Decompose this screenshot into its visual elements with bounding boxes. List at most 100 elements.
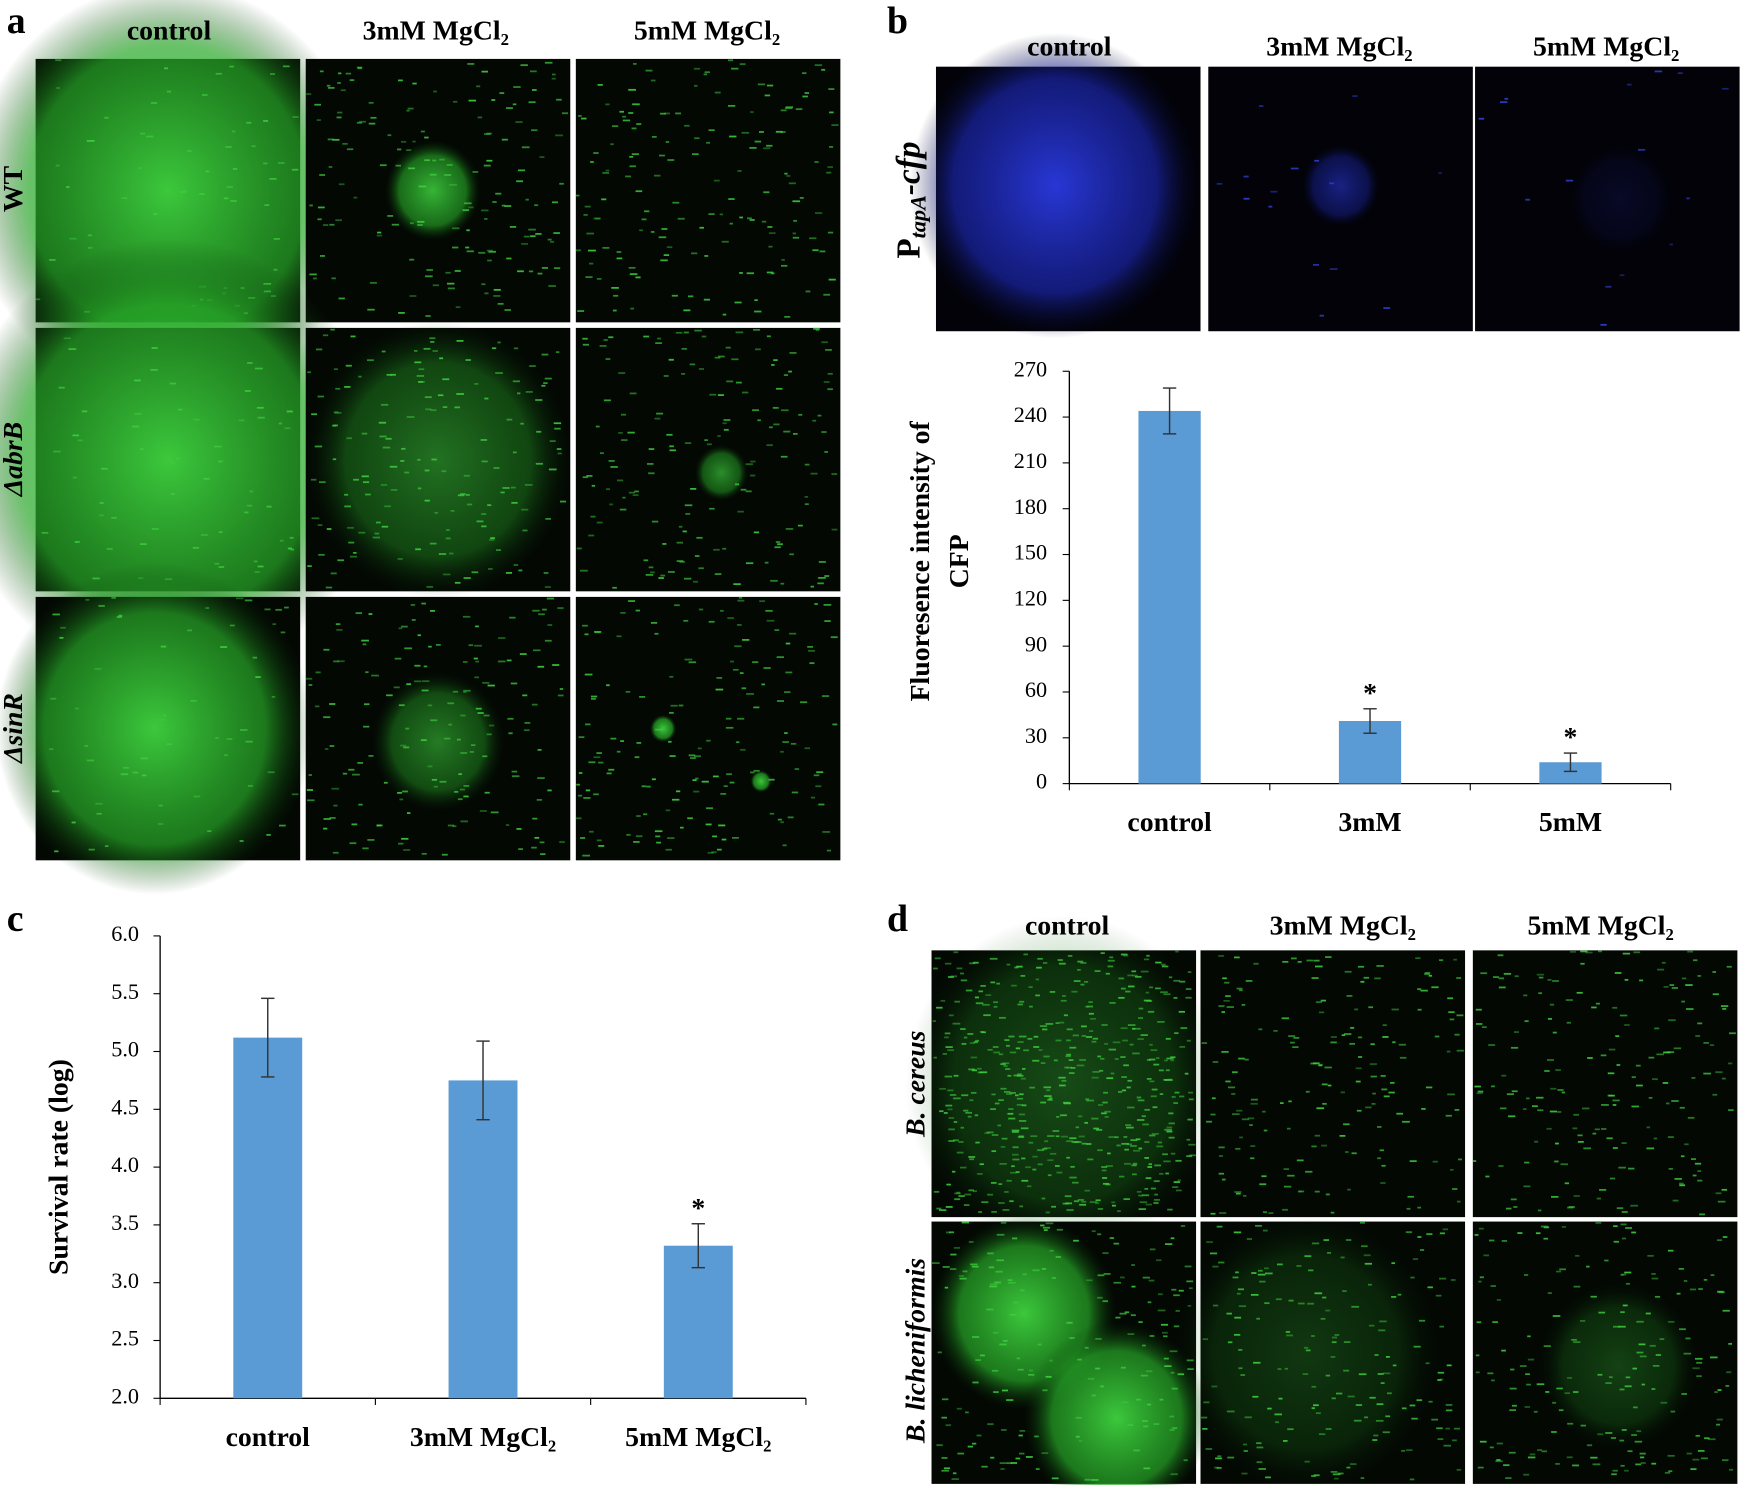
cell <box>1567 1206 1574 1209</box>
y-tick-label: 4.0 <box>111 1152 139 1177</box>
cell <box>701 780 709 783</box>
cell <box>1620 1223 1627 1226</box>
cell <box>1018 1434 1023 1437</box>
cell <box>1632 1367 1637 1370</box>
cell <box>582 854 591 857</box>
cell <box>1686 1008 1694 1010</box>
cell <box>1007 1074 1012 1077</box>
cell <box>416 375 425 377</box>
cell <box>814 64 823 67</box>
cell <box>1144 1108 1150 1111</box>
cell <box>1144 1141 1150 1143</box>
cell <box>1497 954 1504 957</box>
cell <box>1344 1151 1349 1153</box>
cell <box>1070 1067 1076 1069</box>
cell <box>307 565 312 567</box>
cell <box>1357 965 1365 968</box>
cell <box>512 451 517 454</box>
cell <box>821 695 830 697</box>
cell <box>1226 1006 1234 1008</box>
cell <box>1651 1078 1658 1081</box>
cell <box>1102 1177 1108 1179</box>
cell <box>658 236 667 239</box>
cell <box>1654 1027 1660 1030</box>
cell <box>1436 1427 1443 1430</box>
biofilm <box>750 770 772 793</box>
cell <box>722 547 727 550</box>
cell <box>672 798 680 801</box>
cell <box>1097 1274 1105 1277</box>
cell <box>146 135 154 138</box>
cell <box>1572 1127 1578 1130</box>
cell <box>400 744 407 747</box>
cell <box>646 785 651 788</box>
cell <box>631 127 637 130</box>
x-tick-label: 3mM MgCl₂ <box>410 1422 556 1453</box>
cell <box>477 116 483 119</box>
cell <box>1012 1146 1019 1149</box>
cell <box>1236 987 1243 990</box>
cell <box>551 73 556 76</box>
cell <box>335 219 342 222</box>
cell <box>497 660 506 663</box>
cell <box>448 723 452 726</box>
cell <box>956 1151 964 1154</box>
cell <box>1325 956 1332 958</box>
cell <box>238 419 245 422</box>
column-header: 5mM MgCl₂ <box>1533 31 1679 62</box>
cell <box>1076 1064 1085 1067</box>
cell <box>319 481 326 484</box>
cell <box>421 852 427 855</box>
cell <box>1164 1128 1173 1131</box>
cell <box>306 677 313 680</box>
cell <box>1510 1046 1519 1049</box>
cell <box>1499 101 1508 104</box>
cell <box>1692 1367 1700 1370</box>
cell <box>1535 1232 1541 1235</box>
cell <box>284 606 289 609</box>
cell <box>536 430 542 433</box>
cell <box>830 636 838 639</box>
cell <box>1587 1057 1593 1059</box>
cell <box>252 656 258 659</box>
cell <box>267 771 275 774</box>
cell <box>998 1053 1004 1056</box>
cell <box>55 164 60 167</box>
cell <box>1157 1309 1166 1312</box>
cell <box>192 546 200 549</box>
cell <box>1496 1442 1504 1445</box>
cell <box>706 443 712 446</box>
cell <box>1086 1279 1093 1282</box>
cell <box>1123 1162 1132 1165</box>
cell <box>1042 1028 1048 1031</box>
cell <box>693 580 699 583</box>
cell <box>770 579 778 582</box>
cell <box>753 531 760 534</box>
cell <box>1526 1383 1531 1386</box>
cell <box>1145 991 1150 994</box>
cell <box>68 348 77 350</box>
cell <box>1622 1237 1626 1240</box>
cell <box>804 463 810 466</box>
cell <box>1042 1226 1051 1229</box>
cell <box>1122 1039 1129 1042</box>
cell <box>376 521 381 524</box>
cell <box>1580 962 1585 965</box>
cell <box>1478 1227 1484 1230</box>
cell <box>1138 1007 1144 1010</box>
cell <box>1098 1069 1104 1072</box>
cell <box>1037 1163 1043 1166</box>
cell <box>224 754 228 757</box>
cell <box>1424 973 1430 975</box>
cell <box>454 790 459 793</box>
cell <box>254 367 263 370</box>
x-tick-label: 5mM <box>1539 807 1602 838</box>
cell <box>831 473 838 475</box>
cell <box>1158 1069 1164 1072</box>
cell <box>1622 1304 1628 1307</box>
cell <box>1123 1136 1128 1138</box>
cell <box>1101 1024 1108 1026</box>
cell <box>96 812 102 815</box>
cell <box>1325 1309 1331 1312</box>
cell <box>740 488 747 491</box>
